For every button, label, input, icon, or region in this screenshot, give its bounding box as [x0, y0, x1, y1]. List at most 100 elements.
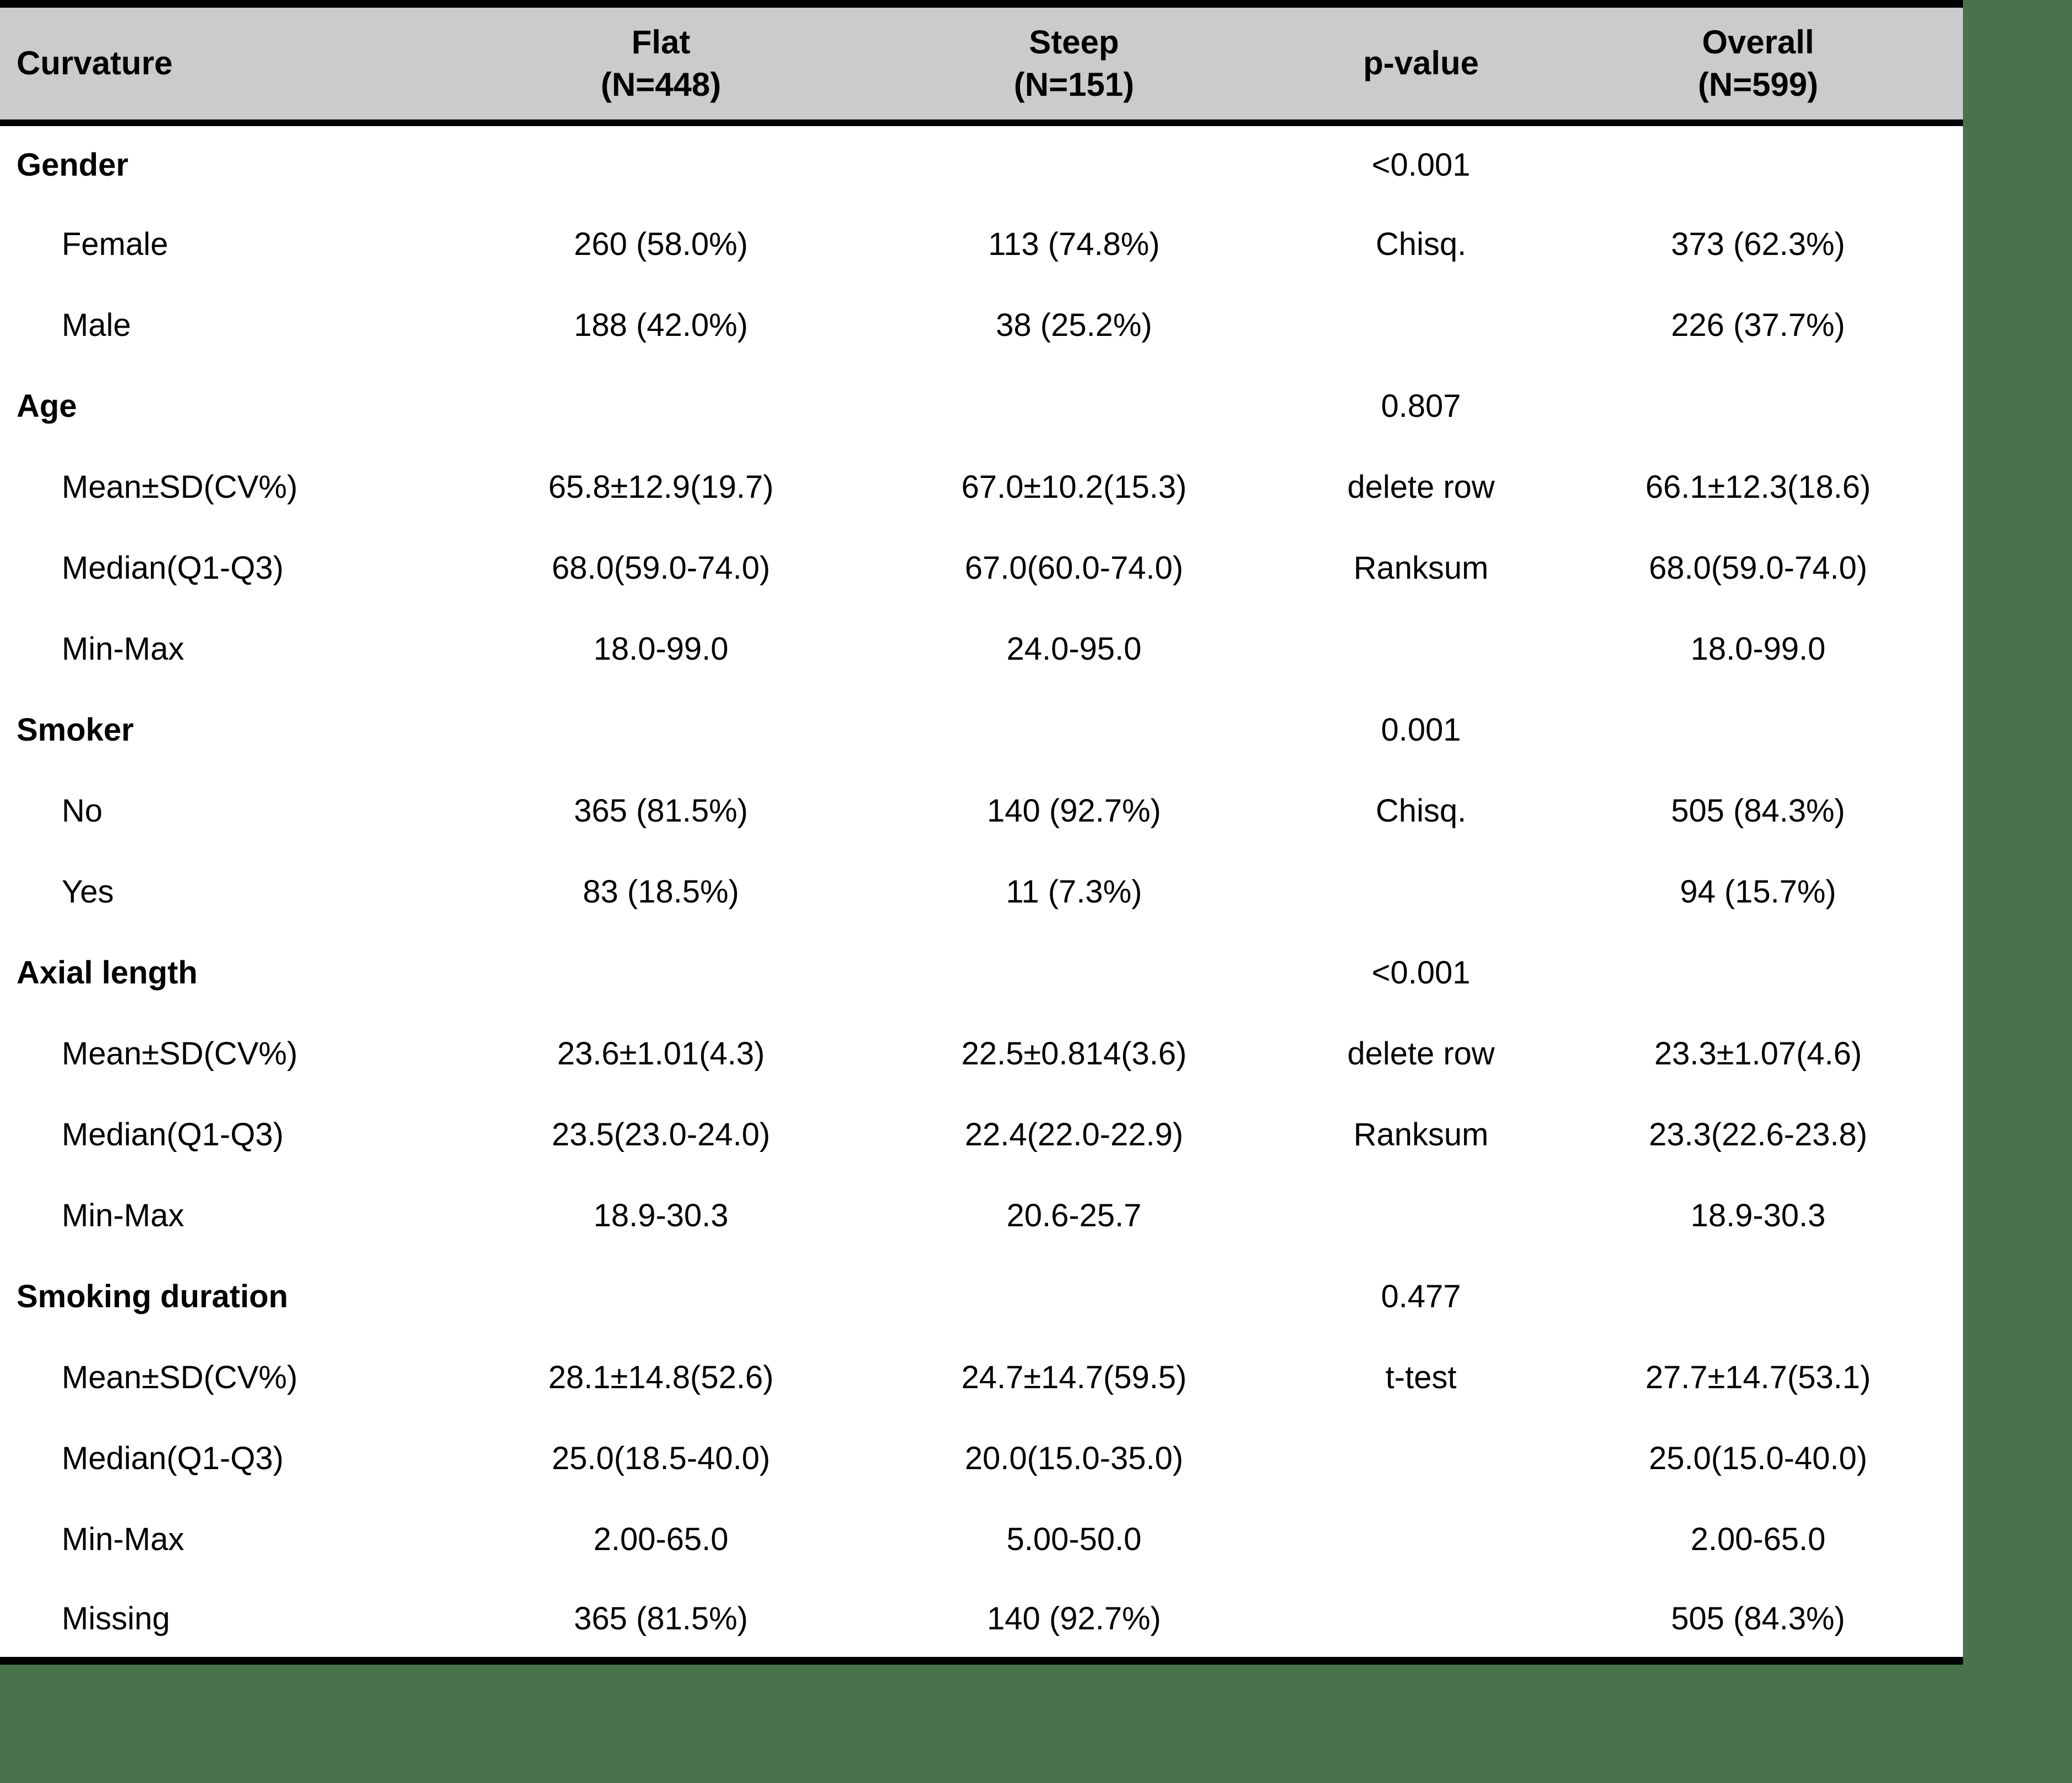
overall-value-cell: 23.3(22.6-23.8): [1648, 1117, 1868, 1153]
column-header-steep-title: Steep: [1029, 23, 1119, 61]
overall-value-cell: 2.00-65.0: [1690, 1521, 1826, 1557]
flat-value-cell: 23.6±1.01(4.3): [557, 1036, 765, 1072]
p-value-cell: t-test: [1385, 1360, 1457, 1395]
table-row: Yes 83 (18.5%) 11 (7.3%) 94 (15.7%): [0, 851, 1963, 932]
table-row: Min-Max 2.00-65.0 5.00-50.0 2.00-65.0: [0, 1499, 1963, 1580]
flat-value-cell: 18.9-30.3: [593, 1198, 729, 1233]
table-row: Smoking duration 0.477: [0, 1256, 1963, 1337]
flat-value-cell: 83 (18.5%): [583, 874, 739, 910]
row-label: No: [62, 793, 103, 829]
table-row: No 365 (81.5%) 140 (92.7%) Chisq. 505 (84.3%…: [0, 770, 1963, 851]
row-label: Median(Q1-Q3): [62, 1440, 284, 1476]
row-label: Mean±SD(CV%): [62, 469, 298, 505]
row-label: Min-Max: [62, 631, 185, 667]
table-row: Min-Max 18.0-99.0 24.0-95.0 18.0-99.0: [0, 608, 1963, 689]
table-row: Min-Max 18.9-30.3 20.6-25.7 18.9-30.3: [0, 1175, 1963, 1256]
steep-value-cell: 140 (92.7%): [987, 1600, 1161, 1637]
overall-value-cell: 27.7±14.7(53.1): [1645, 1360, 1871, 1395]
p-value-cell: [1289, 1418, 1553, 1499]
table-row: Median(Q1-Q3) 25.0(18.5-40.0) 20.0(15.0-35…: [0, 1418, 1963, 1499]
row-label: Mean±SD(CV%): [62, 1036, 298, 1072]
steep-value-cell: [859, 1256, 1289, 1337]
row-label: Male: [62, 307, 131, 343]
p-value-cell: <0.001: [1371, 147, 1471, 183]
p-value-cell: [1289, 1580, 1553, 1661]
column-header-pvalue-label: p-value: [1363, 45, 1479, 82]
row-group-label: Smoker: [17, 712, 134, 748]
overall-value-cell: 18.9-30.3: [1690, 1198, 1826, 1233]
p-value-cell: [1289, 1499, 1553, 1580]
overall-value-cell: [1553, 1256, 1963, 1337]
p-value-cell: 0.477: [1381, 1279, 1461, 1314]
flat-value-cell: 65.8±12.9(19.7): [548, 469, 774, 505]
table-row: Median(Q1-Q3) 23.5(23.0-24.0) 22.4(22.0-22…: [0, 1094, 1963, 1175]
steep-value-cell: 22.4(22.0-22.9): [964, 1117, 1184, 1153]
flat-value-cell: 2.00-65.0: [593, 1521, 729, 1557]
steep-value-cell: 24.7±14.7(59.5): [961, 1360, 1187, 1395]
table-row: Female 260 (58.0%) 113 (74.8%) Chisq. 373 (6…: [0, 204, 1963, 285]
p-value-cell: Ranksum: [1353, 1117, 1489, 1153]
column-header-flat: Flat (N=448): [463, 4, 859, 123]
flat-value-cell: [463, 689, 859, 770]
table-row: Age 0.807: [0, 366, 1963, 447]
steep-value-cell: [859, 123, 1289, 204]
row-group-label: Smoking duration: [17, 1279, 288, 1314]
delete-row-action[interactable]: delete row: [1347, 469, 1495, 505]
p-value-cell: [1289, 851, 1553, 932]
table-row: Mean±SD(CV%) 65.8±12.9(19.7) 67.0±10.2(15.…: [0, 447, 1963, 528]
column-header-pvalue: p-value: [1289, 4, 1553, 123]
steep-value-cell: 24.0-95.0: [1006, 631, 1142, 667]
flat-value-cell: 365 (81.5%): [574, 793, 748, 829]
steep-value-cell: 113 (74.8%): [988, 226, 1160, 262]
p-value-cell: <0.001: [1371, 955, 1471, 991]
flat-value-cell: 188 (42.0%): [574, 307, 748, 343]
steep-value-cell: [859, 366, 1289, 447]
column-header-steep-n: (N=151): [1013, 66, 1135, 103]
row-group-label: Gender: [17, 147, 129, 183]
p-value-cell: Ranksum: [1353, 550, 1489, 586]
row-label: Yes: [62, 874, 114, 910]
row-group-label: Axial length: [17, 955, 198, 991]
p-value-cell: [1289, 285, 1553, 366]
p-value-cell: Chisq.: [1375, 793, 1467, 829]
row-label: Missing: [62, 1600, 170, 1637]
row-group-label: Age: [17, 388, 77, 424]
steep-value-cell: 140 (92.7%): [987, 793, 1161, 829]
column-header-curvature-label: Curvature: [17, 45, 173, 82]
overall-value-cell: 23.3±1.07(4.6): [1654, 1036, 1862, 1072]
steep-value-cell: 20.6-25.7: [1006, 1198, 1142, 1233]
flat-value-cell: 18.0-99.0: [593, 631, 729, 667]
column-header-curvature: Curvature: [0, 4, 463, 123]
p-value-cell: [1289, 608, 1553, 689]
column-header-overall-n: (N=599): [1697, 66, 1819, 103]
flat-value-cell: [463, 366, 859, 447]
table-row: Mean±SD(CV%) 23.6±1.01(4.3) 22.5±0.814(3.6…: [0, 1013, 1963, 1094]
overall-value-cell: 18.0-99.0: [1690, 631, 1826, 667]
p-value-cell: 0.807: [1381, 388, 1461, 424]
overall-value-cell: [1553, 689, 1963, 770]
table-row: Mean±SD(CV%) 28.1±14.8(52.6) 24.7±14.7(59.…: [0, 1337, 1963, 1418]
overall-value-cell: 25.0(15.0-40.0): [1648, 1440, 1868, 1476]
row-label: Median(Q1-Q3): [62, 1117, 284, 1153]
steep-value-cell: 20.0(15.0-35.0): [964, 1440, 1184, 1476]
delete-row-action[interactable]: delete row: [1347, 1036, 1495, 1072]
flat-value-cell: [463, 932, 859, 1013]
table-row: Missing 365 (81.5%) 140 (92.7%) 505 (84.3%): [0, 1580, 1963, 1661]
overall-value-cell: [1553, 123, 1963, 204]
column-header-overall: Overall (N=599): [1553, 4, 1963, 123]
table-row: Axial length <0.001: [0, 932, 1963, 1013]
overall-value-cell: 505 (84.3%): [1671, 793, 1845, 829]
overall-value-cell: 66.1±12.3(18.6): [1645, 469, 1871, 505]
row-label: Min-Max: [62, 1521, 185, 1557]
p-value-cell: [1289, 1175, 1553, 1256]
overall-value-cell: 505 (84.3%): [1671, 1600, 1845, 1637]
overall-value-cell: [1553, 366, 1963, 447]
flat-value-cell: 365 (81.5%): [574, 1600, 748, 1637]
overall-value-cell: 68.0(59.0-74.0): [1648, 550, 1868, 586]
header-row: Curvature Flat (N=448) Steep (N=151) p-v…: [0, 4, 1963, 123]
flat-value-cell: 28.1±14.8(52.6): [548, 1360, 774, 1395]
flat-value-cell: [463, 1256, 859, 1337]
p-value-cell: 0.001: [1381, 712, 1461, 748]
steep-value-cell: 5.00-50.0: [1006, 1521, 1142, 1557]
